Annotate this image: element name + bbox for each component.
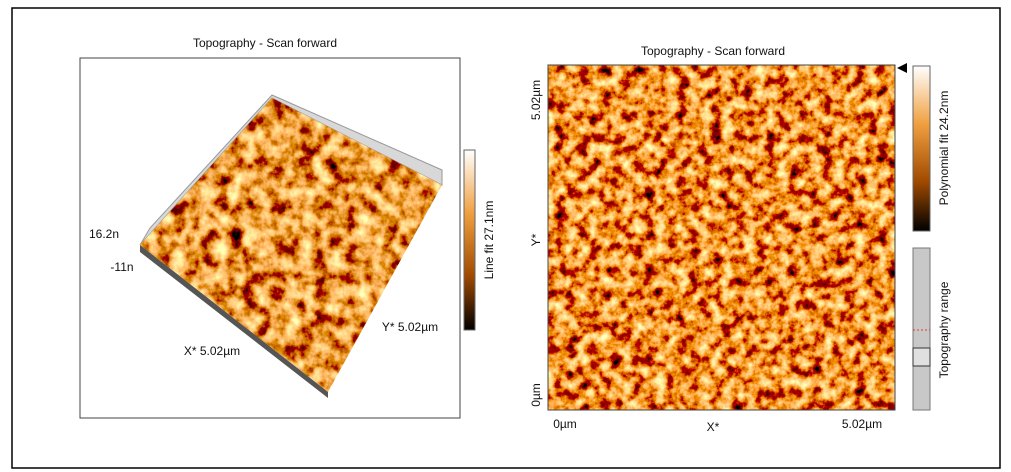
range-window: [913, 348, 930, 366]
screenshot: Topography - Scan forward 16.2n -11n X* …: [0, 0, 1011, 472]
y-axis-label: Y* 5.02µm: [382, 320, 438, 334]
z-max-label: 16.2n: [89, 227, 119, 241]
z-min-label: -11n: [110, 260, 133, 274]
right-title: Topography - Scan forward: [641, 44, 785, 58]
afm-image: [548, 65, 895, 410]
y-axis-label: Y*: [529, 233, 543, 246]
y-max-label: 5.02µm: [529, 80, 543, 120]
x-min-label: 0µm: [553, 417, 577, 431]
x-axis-label: X* 5.02µm: [184, 344, 240, 358]
left-title: Topography - Scan forward: [193, 36, 337, 50]
x-axis-label: X*: [707, 420, 720, 434]
left-colorbar: [464, 150, 475, 330]
left-colorbar-label: Line fit 27.1nm: [482, 201, 496, 280]
topography-range-label: Topography range: [937, 281, 951, 378]
x-max-label: 5.02µm: [842, 417, 882, 431]
right-colorbar-label: Polynomial fit 24.2nm: [937, 91, 951, 206]
y-min-label: 0µm: [529, 383, 543, 407]
right-colorbar: [913, 66, 930, 231]
topography-range-bar: [913, 248, 930, 410]
